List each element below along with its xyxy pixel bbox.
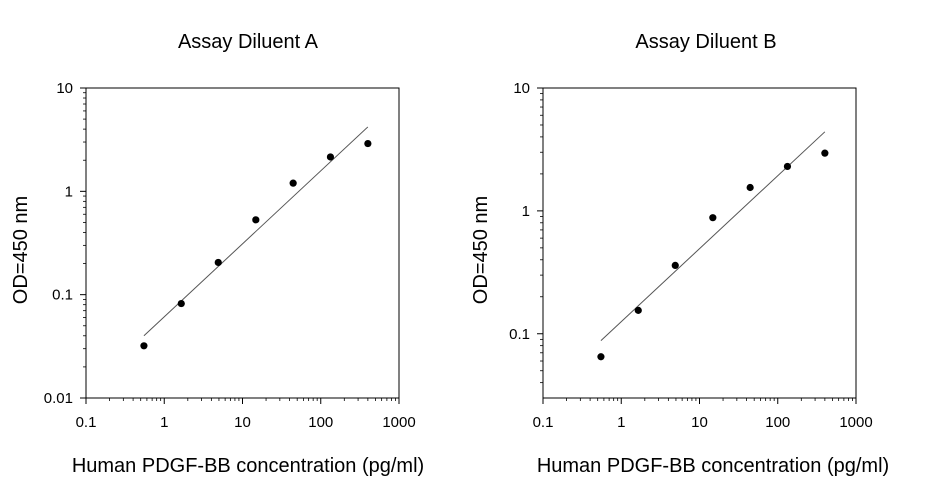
chart-0: Assay Diluent A0.1 1 10 100 10000.010.1110Hu… (10, 31, 424, 477)
data-point (709, 214, 717, 222)
y-tick-label: 1 (65, 183, 73, 200)
data-point (326, 153, 335, 161)
chart-title: Assay Diluent A (178, 31, 319, 53)
chart-title: Assay Diluent B (635, 31, 776, 53)
data-point (597, 353, 605, 361)
x-tick-label: 0.1 (76, 414, 97, 431)
data-point (214, 258, 222, 267)
x-tick-label: 1000 (839, 414, 872, 431)
y-tick-label: 0.1 (509, 326, 530, 343)
data-point (252, 216, 260, 224)
data-point (289, 179, 297, 187)
x-axis-label: Human PDGF-BB concentration (pg/ml) (72, 455, 424, 477)
y-axis-label: OD=450 nm (470, 196, 492, 304)
x-tick-label: 10 (234, 414, 251, 431)
x-tick-label: 1 (617, 414, 625, 431)
data-point (671, 261, 679, 269)
plot-frame (542, 87, 857, 399)
x-tick-label: 10 (691, 414, 708, 431)
data-point (746, 183, 754, 192)
data-point (364, 139, 372, 148)
fit-line (600, 131, 826, 341)
data-point (821, 149, 829, 157)
fit-line (143, 126, 369, 337)
x-tick-label: 1 (160, 414, 168, 431)
x-axis-label: Human PDGF-BB concentration (pg/ml) (537, 455, 889, 477)
y-tick-label: 10 (56, 80, 73, 97)
y-tick-label: 0.01 (44, 390, 73, 407)
y-tick-label: 1 (522, 203, 530, 220)
y-tick-label: 10 (513, 80, 530, 97)
chart-1: Assay Diluent B 0.1 1 10 100 1000 0.1 1 10 Human … (470, 31, 889, 477)
y-axis-label: OD=450 nm (10, 196, 32, 304)
data-point (140, 342, 148, 350)
y-tick-label: 0.1 (52, 287, 73, 304)
x-tick-label: 100 (308, 414, 333, 431)
x-tick-label: 0.1 (533, 414, 554, 431)
plot-frame (85, 87, 400, 399)
data-point (634, 306, 642, 314)
data-point (783, 162, 792, 171)
x-tick-label: 100 (765, 414, 790, 431)
x-tick-label: 1000 (382, 414, 415, 431)
data-point (177, 299, 185, 308)
